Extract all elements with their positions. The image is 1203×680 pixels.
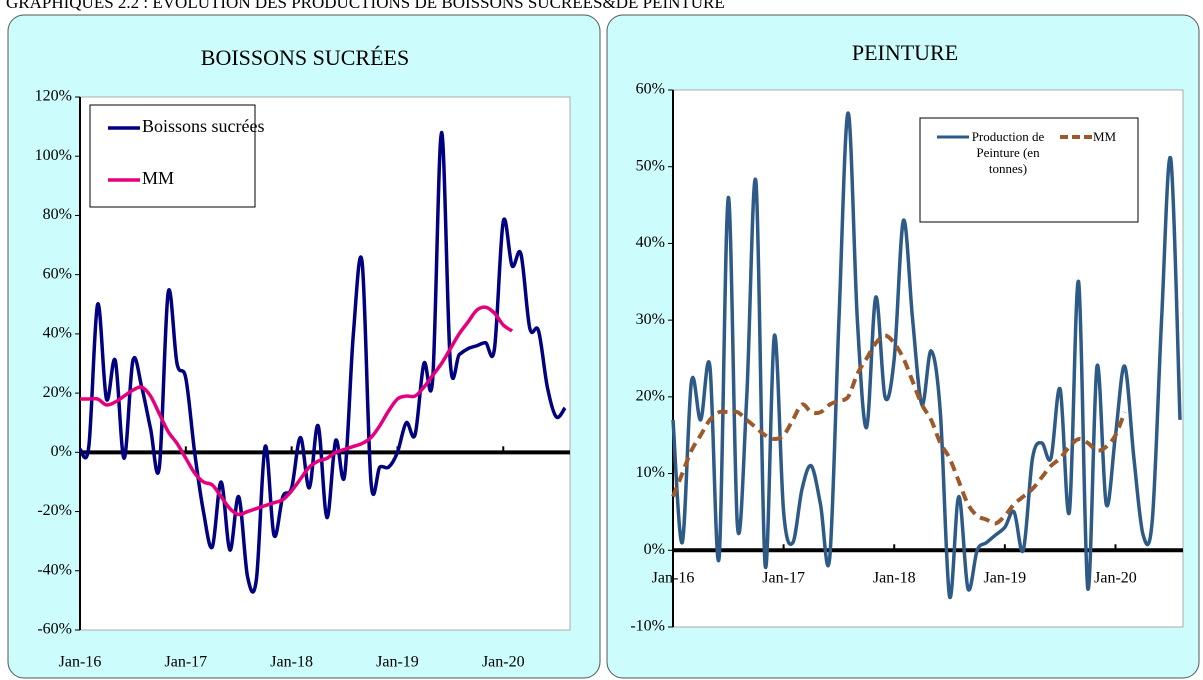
- series-line: [671, 111, 1182, 600]
- y-tick-label: 120%: [35, 88, 72, 105]
- x-tick-label: Jan-19: [984, 570, 1027, 587]
- legend-box: [89, 104, 256, 208]
- x-tick-label: Jan-17: [762, 570, 805, 587]
- series-line: [78, 130, 567, 594]
- x-tick-label: Jan-20: [482, 654, 525, 671]
- x-tick-label: Jan-19: [376, 654, 419, 671]
- y-tick-label: 60%: [43, 265, 72, 282]
- page-title: GRAPHIQUES 2.2 : EVOLUTION DES PRODUCTIO…: [6, 0, 725, 12]
- chart-title: PEINTURE: [852, 40, 958, 65]
- y-tick-label: 30%: [636, 311, 665, 328]
- legend-label: MM: [142, 168, 174, 188]
- y-tick-label: 80%: [43, 206, 72, 223]
- y-tick-label: 60%: [636, 81, 665, 98]
- y-tick-label: 50%: [636, 157, 665, 174]
- series-line: [671, 333, 1127, 526]
- legend-label: Production de Peinture (en tonnes): [971, 129, 1045, 176]
- legend-label-box: MM: [1093, 129, 1117, 144]
- y-tick-label: 20%: [43, 384, 72, 401]
- y-tick-label: -20%: [37, 502, 72, 519]
- legend-label: MM: [1093, 129, 1117, 144]
- x-tick-label: Jan-16: [652, 570, 695, 587]
- legend-box: [919, 117, 1139, 223]
- y-tick-label: -60%: [37, 621, 72, 638]
- y-tick-label: 0%: [51, 443, 72, 460]
- legend-label: Boissons sucrées: [142, 116, 265, 136]
- y-tick-label: 0%: [644, 541, 665, 558]
- x-tick-label: Jan-18: [270, 654, 313, 671]
- y-tick-label: 40%: [43, 325, 72, 342]
- y-tick-label: -40%: [37, 561, 72, 578]
- x-tick-label: Jan-18: [873, 570, 916, 587]
- x-tick-label: Jan-20: [1094, 570, 1137, 587]
- legend-label-box: Production de Peinture (en tonnes): [971, 129, 1045, 176]
- y-tick-label: 10%: [636, 464, 665, 481]
- y-tick-label: -10%: [630, 618, 665, 635]
- y-tick-label: 40%: [636, 234, 665, 251]
- chart-title: BOISSONS SUCRÉES: [201, 45, 409, 70]
- series-line: [80, 305, 514, 517]
- y-tick-label: 100%: [35, 147, 72, 164]
- x-tick-label: Jan-16: [59, 654, 102, 671]
- x-tick-label: Jan-17: [164, 654, 207, 671]
- y-tick-label: 20%: [636, 388, 665, 405]
